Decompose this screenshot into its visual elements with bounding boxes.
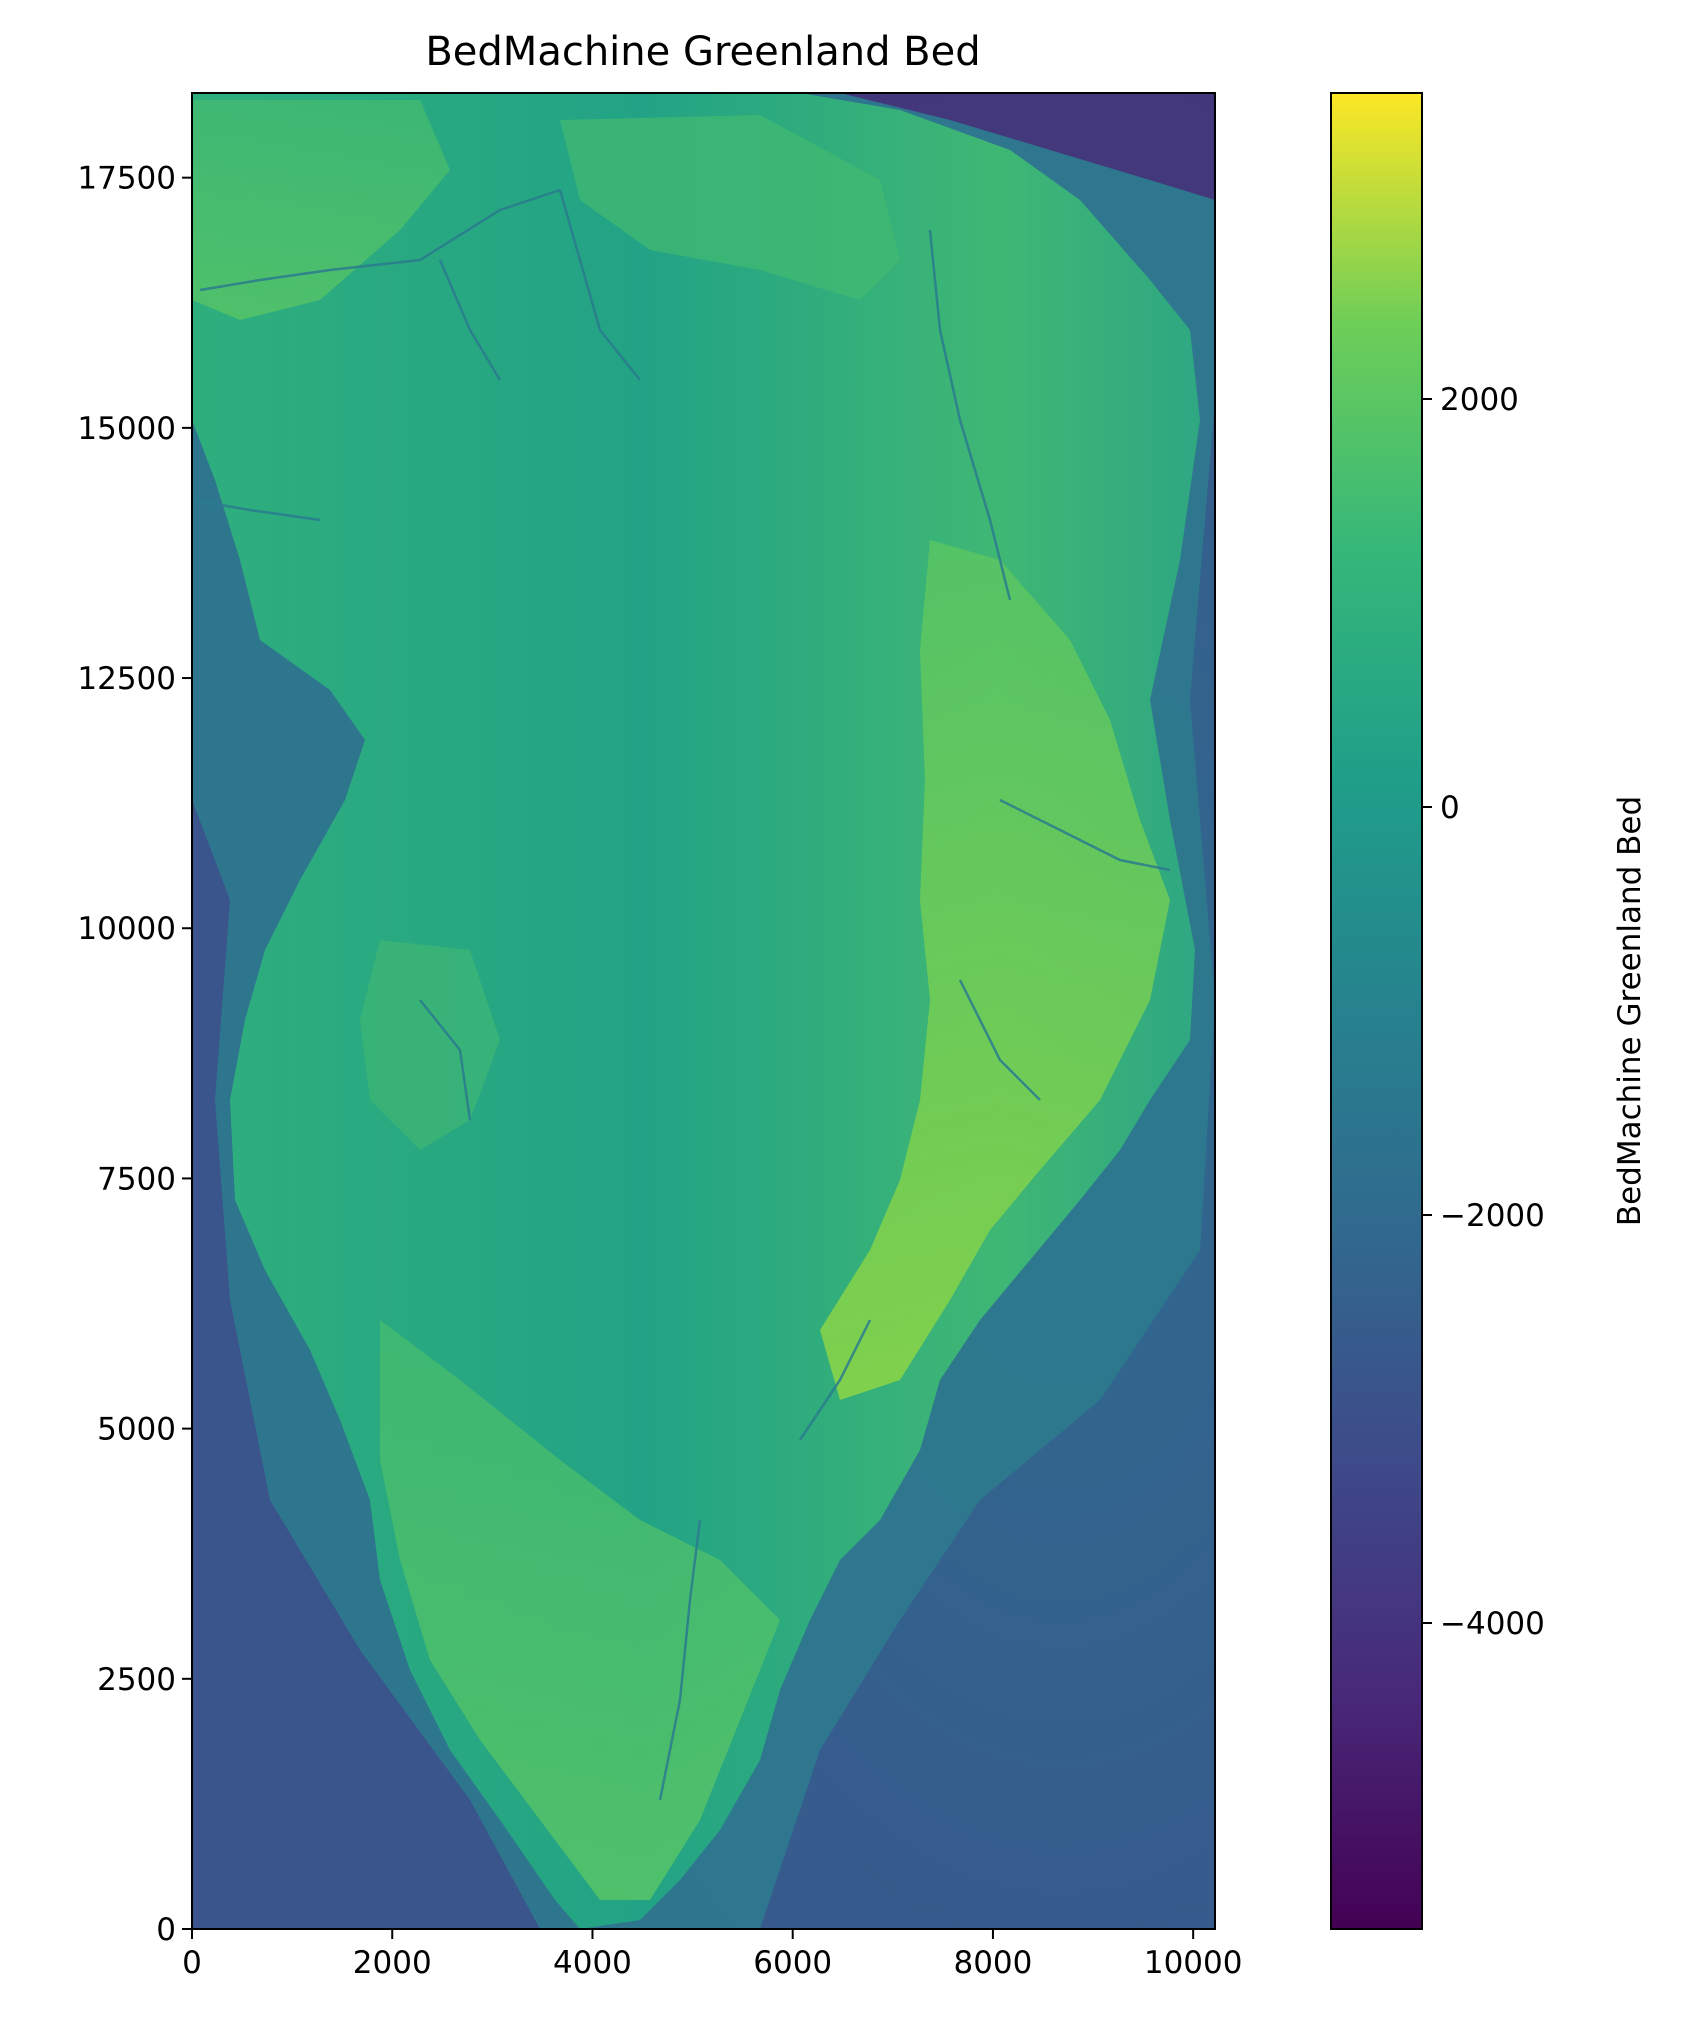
y-tick-label: 7500 bbox=[97, 1161, 176, 1197]
x-tick-label: 0 bbox=[182, 1945, 202, 1981]
colorbar bbox=[1330, 92, 1423, 1930]
x-tick-label: 4000 bbox=[553, 1945, 632, 1981]
y-axis: 0 2500 5000 7500 10000 12500 15000 17500 bbox=[77, 161, 192, 1948]
northeast-deep-trough bbox=[840, 93, 1215, 200]
chart-title: BedMachine Greenland Bed bbox=[425, 29, 980, 75]
y-tick-label: 5000 bbox=[97, 1412, 176, 1448]
colorbar-tick-label: 2000 bbox=[1440, 382, 1519, 418]
north-highlands bbox=[192, 100, 450, 320]
plot-frame bbox=[191, 92, 1216, 1930]
northeast-highlands bbox=[560, 115, 900, 300]
x-tick-label: 8000 bbox=[953, 1945, 1032, 1981]
south-highlands bbox=[380, 1320, 780, 1900]
west-highlands bbox=[360, 940, 500, 1150]
x-tick-label: 6000 bbox=[753, 1945, 832, 1981]
y-tick-label: 10000 bbox=[77, 911, 176, 947]
colorbar-ticks: 2000 0 −2000 −4000 bbox=[1422, 382, 1545, 1642]
plot-area bbox=[192, 93, 1215, 1929]
y-tick-label: 12500 bbox=[77, 661, 176, 697]
y-tick-label: 15000 bbox=[77, 411, 176, 447]
colorbar-tick-label: −4000 bbox=[1440, 1606, 1545, 1642]
fjord-channels bbox=[192, 188, 1171, 1801]
y-tick-label: 0 bbox=[156, 1912, 176, 1948]
colorbar-label: BedMachine Greenland Bed bbox=[1612, 796, 1648, 1226]
colorbar-tick-label: −2000 bbox=[1440, 1198, 1545, 1234]
x-axis: 0 2000 4000 6000 8000 10000 bbox=[182, 1929, 1242, 1981]
x-tick-label: 2000 bbox=[353, 1945, 432, 1981]
x-tick-label: 10000 bbox=[1144, 1945, 1243, 1981]
y-tick-label: 17500 bbox=[77, 161, 176, 197]
colorbar-tick-label: 0 bbox=[1440, 790, 1460, 826]
east-highlands bbox=[820, 540, 1170, 1400]
y-tick-label: 2500 bbox=[97, 1662, 176, 1698]
